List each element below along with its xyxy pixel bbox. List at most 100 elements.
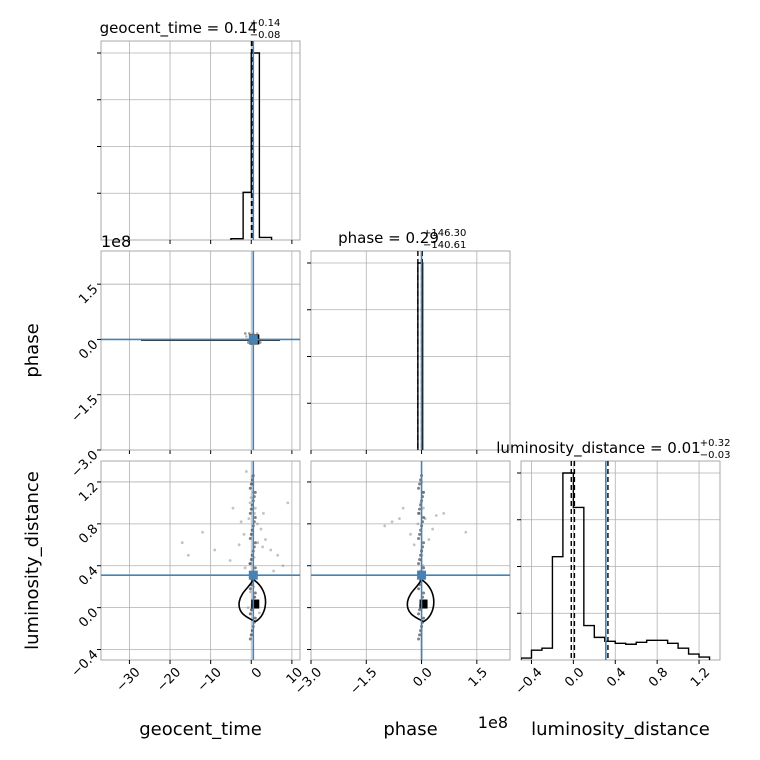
y-tick-label: −0.4 — [69, 647, 102, 680]
scatter-point — [286, 501, 290, 505]
scatter-point — [383, 524, 387, 528]
scatter-point — [442, 511, 446, 515]
diag-panel-frame-luminosity_distance — [520, 460, 721, 661]
scatter-point — [418, 608, 422, 612]
x-axis-title-phase: phase — [383, 719, 437, 740]
panel-geocent_time-luminosity_distance — [100, 460, 301, 661]
scatter-point — [281, 564, 285, 568]
title-sup: +0.14 — [250, 18, 281, 29]
y-axis-title-luminosity_distance: luminosity_distance — [22, 471, 43, 650]
x-axis-title-luminosity_distance: luminosity_distance — [531, 719, 710, 740]
scatter-point — [255, 522, 259, 526]
scatter-point — [390, 520, 394, 524]
scatter-point — [244, 335, 248, 338]
x-tick-label: 0 — [249, 665, 265, 681]
scatter-point — [248, 637, 252, 641]
panel-title-text: phase = 0.29 — [338, 229, 439, 247]
scatter-point — [412, 543, 416, 547]
panel-geocent_time-phase — [100, 250, 301, 451]
scatter-point — [422, 566, 426, 570]
x-tick-label: 0.0 — [562, 665, 587, 690]
scatter-point — [253, 490, 257, 494]
scatter-point — [243, 566, 247, 570]
y-tick-label: 0.0 — [76, 337, 101, 362]
scatter-point — [249, 532, 253, 536]
scatter-point — [418, 532, 422, 536]
scatter-point — [276, 553, 280, 557]
scatter-point — [248, 486, 252, 490]
scatter-point — [186, 553, 190, 557]
scatter-point — [427, 538, 431, 541]
scatter-point — [249, 590, 252, 594]
scatter-point — [434, 514, 438, 517]
x-tick-label: 0.8 — [646, 665, 671, 690]
y-axis-title-phase: phase — [22, 323, 43, 377]
y-tick-label: 0.8 — [76, 522, 101, 547]
histogram-luminosity_distance — [521, 472, 711, 660]
panel-content-phase-luminosity_distance — [311, 461, 510, 660]
scatter-point — [418, 557, 422, 561]
diag-panel-frame-phase — [310, 250, 511, 451]
diag-panel-frame-geocent_time — [100, 40, 301, 241]
scatter-point — [416, 522, 420, 526]
scatter-point — [243, 332, 247, 335]
scatter-point — [464, 530, 468, 534]
scatter-point — [253, 541, 257, 545]
x-tick-label: −1.5 — [347, 665, 380, 698]
scatter-point — [201, 530, 204, 534]
title-base: phase = 0.29 — [338, 229, 439, 247]
x-tick-label: 0.4 — [604, 665, 629, 690]
scatter-point — [422, 616, 426, 620]
panel-phase-luminosity_distance — [310, 460, 511, 661]
scatter-point — [418, 482, 422, 486]
scatter-point — [239, 520, 243, 524]
scatter-point — [213, 548, 217, 552]
truth-marker — [417, 570, 427, 580]
scatter-point — [253, 566, 257, 570]
scatter-point — [422, 490, 426, 494]
scatter-point — [257, 611, 261, 615]
scatter-point — [247, 517, 251, 521]
scatter-point — [249, 496, 253, 500]
scatter-point — [237, 543, 241, 547]
density-peak — [419, 599, 428, 609]
scatter-point — [247, 332, 251, 335]
scatter-point — [249, 482, 253, 486]
x-tick-label: −30 — [114, 665, 144, 695]
scatter-point — [249, 557, 253, 561]
scatter-point — [417, 562, 421, 566]
scatter-point — [259, 527, 263, 531]
scatter-point — [249, 608, 253, 612]
scatter-point — [272, 569, 276, 573]
y-tick-label: 1.5 — [76, 282, 101, 307]
offset-label-phase-y: 1e8 — [101, 232, 131, 251]
x-tick-label: 1.2 — [688, 665, 713, 690]
scatter-point — [255, 332, 259, 335]
scatter-point — [248, 562, 252, 566]
scatter-point — [418, 507, 422, 511]
density-contour — [238, 578, 267, 623]
title-base: luminosity_distance = 0.01 — [496, 439, 700, 458]
y-tick-label: −3.0 — [69, 448, 102, 481]
density-contour — [406, 578, 435, 623]
scatter-point — [249, 507, 253, 511]
scatter-point — [431, 527, 435, 531]
panel-content-geocent_time-luminosity_distance — [101, 461, 300, 660]
scatter-point — [253, 516, 257, 520]
truth-marker — [248, 334, 258, 344]
scatter-point — [258, 341, 262, 344]
scatter-point — [248, 612, 252, 616]
scatter-point — [417, 537, 421, 541]
scatter-point — [180, 541, 184, 545]
density-peak — [251, 599, 260, 609]
scatter-point — [248, 511, 252, 515]
scatter-point — [422, 516, 426, 520]
panel-title-text: geocent_time = 0.14 — [100, 19, 258, 38]
title-sub: −0.08 — [250, 30, 281, 41]
scatter-point — [409, 532, 412, 536]
scatter-point — [253, 506, 257, 510]
x-tick-label: 0.0 — [410, 665, 435, 690]
scatter-point — [248, 537, 252, 541]
x-axis-title-geocent_time: geocent_time — [139, 719, 262, 740]
scatter-point — [401, 506, 405, 510]
